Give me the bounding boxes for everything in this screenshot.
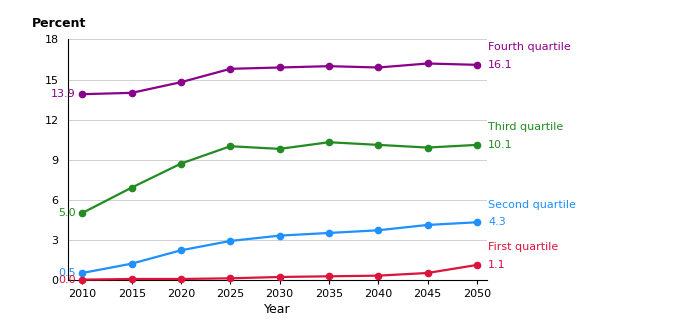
- Text: 5.0: 5.0: [58, 208, 76, 218]
- Text: 16.1: 16.1: [488, 60, 512, 70]
- Text: First quartile: First quartile: [488, 242, 558, 252]
- Text: 0.5: 0.5: [58, 268, 76, 278]
- Text: Third quartile: Third quartile: [488, 122, 563, 132]
- X-axis label: Year: Year: [264, 303, 291, 316]
- Text: 13.9: 13.9: [51, 89, 76, 99]
- Text: Second quartile: Second quartile: [488, 200, 576, 210]
- Text: Fourth quartile: Fourth quartile: [488, 42, 571, 52]
- Text: 10.1: 10.1: [488, 140, 512, 150]
- Text: 0.0: 0.0: [58, 275, 76, 285]
- Text: Percent: Percent: [32, 17, 87, 30]
- Text: 4.3: 4.3: [488, 217, 506, 227]
- Text: 1.1: 1.1: [488, 260, 506, 270]
